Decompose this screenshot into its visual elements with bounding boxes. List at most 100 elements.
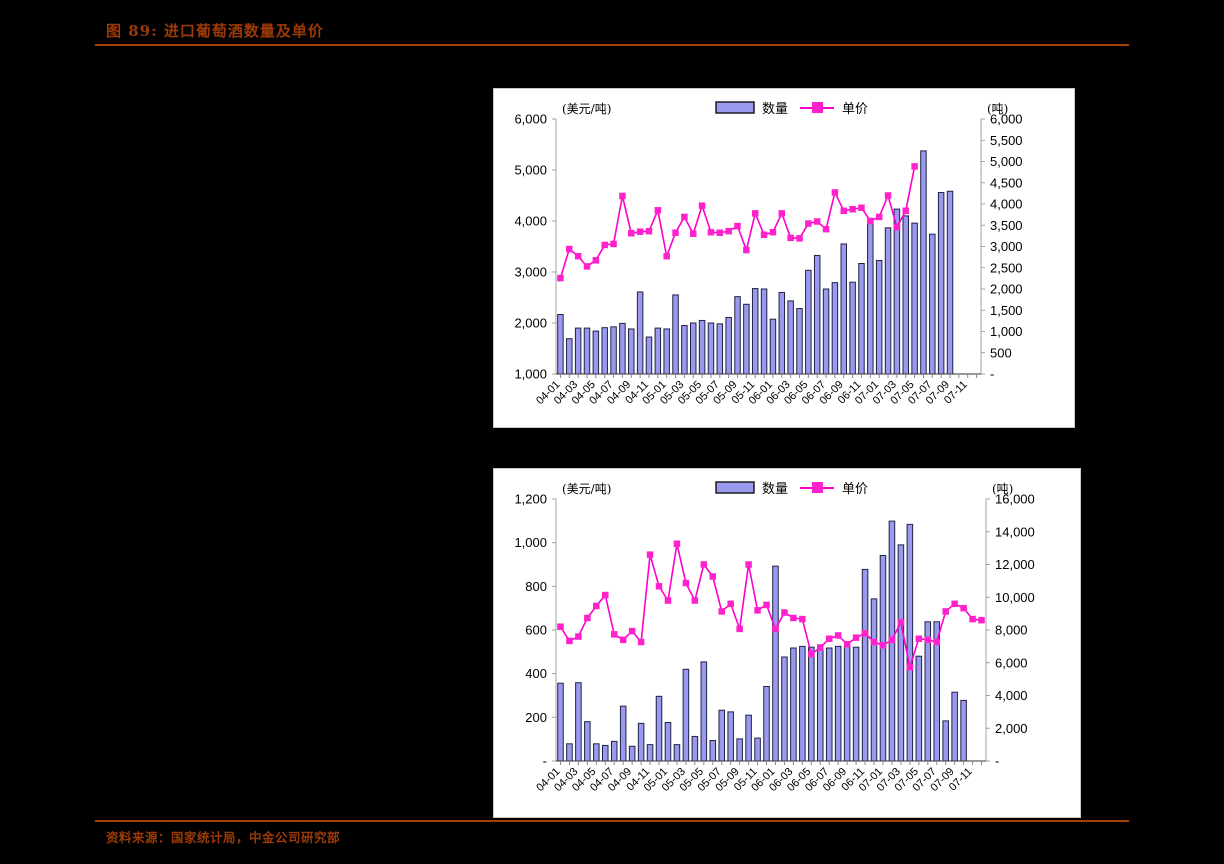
line-marker [769,228,777,236]
line-marker [754,607,761,614]
line-marker [906,663,914,671]
bar [718,709,725,762]
line-marker [951,600,958,608]
line-marker [879,642,887,649]
line-marker [610,631,618,638]
bar [707,322,715,375]
line-marker [673,540,681,548]
x-axis-labels: 04-0104-0304-0504-0704-0904-1105-0105-03… [534,766,974,794]
bar [852,646,860,762]
bar [709,740,717,762]
line-marker [796,235,803,242]
line-marker [875,213,883,221]
bar [915,655,923,762]
y-tick-label: 2,000 [514,316,547,331]
y2-tick-label: 1,000 [990,324,1023,339]
chart-canvas-1: 1,000 2,000 3,000 4,000 5,000 6,000-500 1,000 1… [494,89,1074,427]
y-axis-right-unit: (吨) [992,482,1013,496]
line-marker [574,252,582,260]
legend-swatch-line [812,102,823,113]
bar [743,303,750,375]
bar [769,318,777,375]
y-axis-right-ticks: - 2,000 4,000 6,000 8,000 10,000 12,000 14,000 1… [986,492,1035,769]
y2-tick-label: 4,000 [990,197,1023,212]
bar [575,682,582,762]
bar [805,269,812,375]
y2-tick-label: 4,500 [990,175,1023,190]
line-marker [870,638,878,646]
line-marker [893,223,901,231]
line-marker [610,240,617,248]
bar [861,568,869,762]
line-marker [760,231,768,239]
bar [897,544,905,762]
y2-tick-label: 12,000 [995,557,1035,572]
line-marker [861,630,869,637]
line-marker [867,217,874,225]
line-marker [682,579,690,587]
line-marker [681,213,688,221]
line-marker [593,602,600,610]
source-note: 资料来源：国家统计局，中金公司研究部 [106,830,341,845]
bar [736,738,743,762]
line-path [559,166,916,279]
line-marker [718,608,725,615]
line-marker [884,192,892,199]
bar [583,327,591,375]
chart-svg-2: - 200 400 600 800 1,000 1,200 - 2,000 4,000 6,000 8… [514,481,1035,794]
line-marker [655,583,663,590]
y-axis-left-unit: (美元/吨) [562,102,611,116]
y2-tick-label: 16,000 [995,492,1035,507]
bar [893,208,901,375]
line-marker [619,192,626,200]
bar [772,565,779,762]
line-marker [852,634,860,641]
line-marker [808,650,815,658]
bar [808,646,815,762]
legend-swatch-bar [715,101,755,114]
line-series-2 [557,540,985,671]
title-divider [95,44,1129,46]
line-marker [817,644,824,651]
line-marker [763,601,770,609]
line-marker [691,597,699,604]
y-axis-left-unit: (美元/吨) [562,482,611,496]
bar [610,326,617,375]
legend-label-bar: 数量 [762,102,788,117]
y2-tick-label: - [995,754,999,769]
line-marker [736,625,743,633]
y2-tick-label: 500 [990,345,1012,360]
bar [813,254,821,375]
legend-swatch-bar [715,481,755,494]
bar [673,744,681,762]
line-marker [813,218,821,225]
bar [825,647,833,762]
y-tick-label: 400 [525,666,547,681]
bar [754,737,761,762]
chart-svg-1: 1,0002,0003,0004,0005,0006,000-5001,0001… [514,101,1023,407]
line-marker [834,632,842,639]
line-marker [843,640,851,648]
line-marker [888,636,896,644]
line-marker [790,614,797,622]
line-marker [725,227,732,235]
line-marker [743,246,750,254]
bar [870,598,878,762]
bar [902,215,909,375]
y2-tick-label: 3,000 [990,239,1023,254]
chart-panel-wine-imports-bottled: - 200 400 600 800 1,000 1,200 - 2,000 4,000 6,000 8… [493,468,1081,818]
line-marker [781,609,788,616]
line-marker [689,230,697,237]
y2-tick-label: 6,000 [990,112,1023,127]
y-tick-label: - [543,754,547,769]
y2-tick-label: 2,500 [990,260,1023,275]
y-tick-label: 3,000 [514,265,547,280]
bar [884,227,892,375]
legend-label-line: 单价 [842,102,868,117]
line-marker [672,229,679,236]
bar [574,327,582,375]
bar [760,288,768,375]
line-marker [942,608,949,615]
bar [781,656,788,762]
bar [698,319,706,375]
